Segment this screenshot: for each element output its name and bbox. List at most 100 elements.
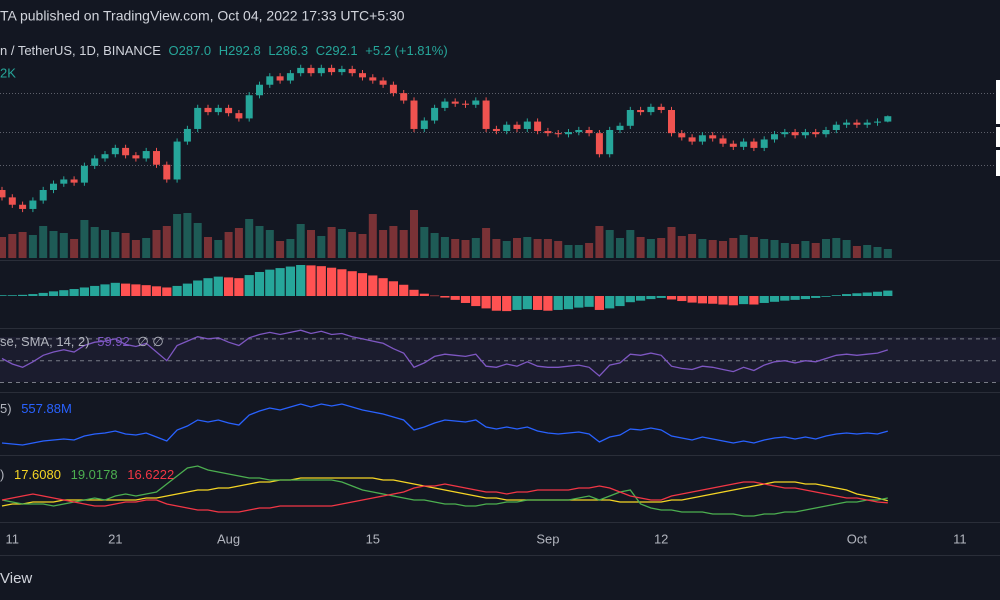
volume-bar (399, 230, 408, 258)
candle-body (647, 106, 655, 113)
volume-bar (852, 246, 861, 258)
volume-bar (255, 226, 264, 258)
rsi-value: 59.92 (97, 334, 130, 349)
volume-bar (698, 239, 707, 258)
candle-body (369, 77, 377, 81)
volume-bar (595, 226, 604, 258)
histogram-bar (110, 282, 120, 296)
histogram-bar (574, 296, 584, 308)
candle-body (204, 107, 212, 113)
candle-body (523, 121, 531, 129)
symbol-legend: n / TetherUS, 1D, BINANCE O287.0 H292.8 … (0, 43, 448, 58)
indicator-line (1, 329, 888, 377)
volume-bar (8, 234, 17, 258)
candle-body (420, 120, 428, 129)
candle-body (8, 197, 16, 205)
candle-body (740, 141, 748, 147)
volume-bar (317, 236, 326, 258)
histogram-bar (502, 296, 512, 312)
volume-bar (760, 239, 769, 258)
volume-bar (410, 210, 418, 258)
volume-bar (142, 238, 151, 258)
obv-legend: 5) 557.88M (0, 401, 72, 416)
histogram-bar (419, 293, 429, 296)
ohlc: O287.0 (169, 43, 212, 58)
histogram-bar (708, 296, 718, 304)
volume-bar (193, 223, 202, 258)
price-badge (996, 80, 1000, 124)
candle-body (338, 68, 346, 73)
candle-body (626, 110, 634, 126)
volume-bar (152, 230, 161, 258)
volume-bar (883, 249, 892, 258)
histogram-bar (450, 296, 460, 300)
candle-body (60, 179, 68, 184)
candle-body (286, 73, 294, 81)
candle-body (750, 141, 758, 148)
histogram-bar (378, 278, 388, 296)
histogram-bar (306, 265, 316, 296)
indicator-line (1, 477, 888, 507)
candle-body (50, 183, 57, 190)
volume-bar (523, 237, 532, 258)
volume-bar (0, 237, 6, 258)
histogram-bar (430, 295, 440, 297)
volume-bar (265, 230, 274, 258)
obv-value: 557.88M (21, 401, 72, 416)
plot (0, 64, 1000, 517)
candle-body (575, 130, 583, 133)
candle-body (173, 141, 181, 180)
volume-bar (49, 231, 58, 258)
histogram-bar (357, 273, 368, 296)
candle-body (668, 110, 675, 134)
volume-bar (121, 233, 130, 258)
volume-bar (543, 239, 552, 258)
volume-bar (379, 230, 388, 258)
histogram-bar (213, 276, 223, 296)
volume-bar (749, 237, 758, 258)
histogram-bar (440, 296, 450, 298)
candle-body (19, 204, 27, 209)
x-tick-label: 11 (953, 531, 967, 546)
volume-bar (348, 232, 357, 258)
histogram-bar (512, 296, 522, 310)
histogram-bar (18, 294, 28, 296)
candle-body (492, 128, 500, 132)
candle-body (256, 84, 263, 96)
candle-body (91, 158, 99, 166)
histogram-bar (172, 285, 182, 296)
histogram-bar (697, 296, 707, 304)
x-tick-label: 21 (108, 531, 122, 546)
volume-bar (585, 243, 594, 258)
volume-bar (657, 238, 666, 258)
histogram-bar (728, 296, 738, 306)
candle-body (678, 133, 686, 138)
histogram-bar (193, 280, 203, 296)
volume-bar (440, 237, 449, 258)
candle-body (153, 151, 160, 165)
x-tick-label: Aug (217, 531, 240, 546)
volume-bar (729, 238, 738, 258)
histogram-bar (337, 269, 347, 296)
candle-body (29, 200, 37, 209)
volume-bar (822, 239, 830, 258)
volume-bar (327, 227, 336, 258)
volume-bar (389, 226, 398, 258)
candle-body (544, 131, 552, 134)
histogram-bar (285, 266, 295, 296)
volume-bar (811, 243, 820, 258)
candle-body (606, 130, 614, 155)
histogram-bar (151, 286, 162, 296)
candle-body (70, 179, 78, 183)
histogram-bar (780, 296, 790, 301)
histogram-bar (0, 295, 7, 296)
histogram-bar (59, 290, 69, 296)
rsi-legend: se, SMA, 14, 2) 59.92 ∅ ∅ (0, 334, 164, 349)
histogram-bar (656, 296, 666, 298)
price-badge (996, 150, 1000, 176)
histogram-bar (265, 269, 275, 296)
volume-bar (28, 235, 37, 258)
histogram-bar (244, 275, 254, 296)
histogram-bar (522, 296, 532, 310)
rsi-tail: ∅ ∅ (137, 334, 163, 349)
